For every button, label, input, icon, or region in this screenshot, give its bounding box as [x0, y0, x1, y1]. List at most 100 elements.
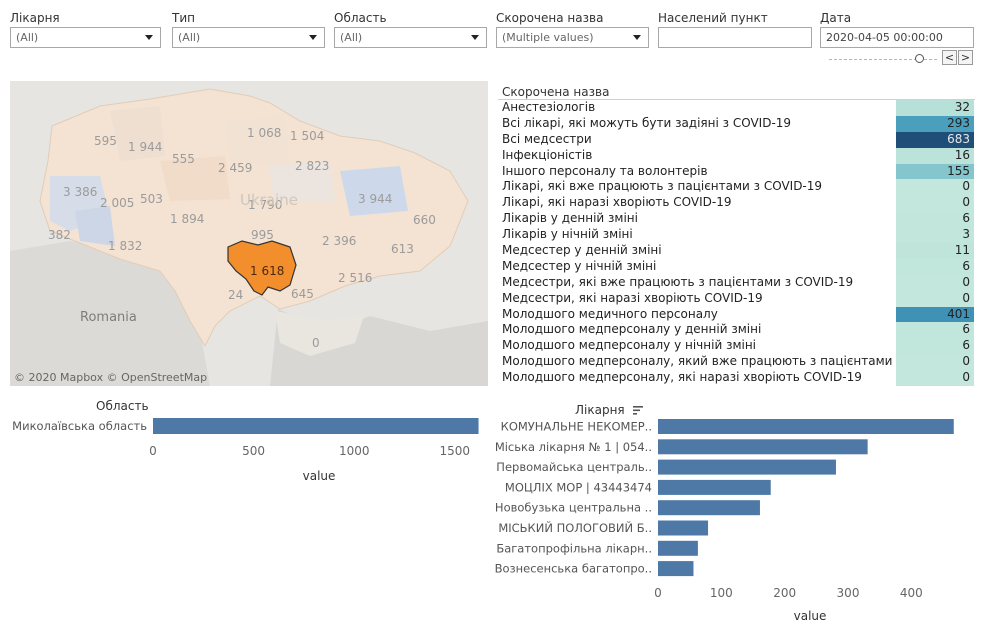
table-row[interactable]: Всі медсестри 683 — [498, 131, 975, 148]
map-label: 0 — [312, 336, 320, 350]
map-label: 1 894 — [170, 212, 204, 226]
filter-region-dropdown[interactable]: (All) — [334, 27, 487, 48]
bar[interactable] — [658, 520, 709, 536]
table-row[interactable]: Інфекціоністів 16 — [498, 147, 975, 164]
region-chart-title: Область — [96, 399, 149, 413]
filter-short-name-dropdown[interactable]: (Multiple values) — [496, 27, 649, 48]
filter-settlement-input[interactable] — [658, 27, 812, 48]
date-slider[interactable] — [829, 54, 937, 63]
bar[interactable] — [658, 459, 836, 475]
hospital-bar-chart[interactable]: КОМУНАЛЬНЕ НЕКОМЕР.. Міська лікарня № 1 |… — [490, 412, 983, 625]
category-label: Миколаївська область — [12, 419, 147, 433]
table-row[interactable]: Лікарів у нічній зміні 3 — [498, 227, 975, 244]
table-row[interactable]: Медсестер у нічній зміні 6 — [498, 258, 975, 275]
neighbor-land — [10, 241, 210, 386]
row-label: Анестезіологів — [502, 100, 596, 114]
row-label: Лікарів у денній зміні — [502, 211, 638, 226]
row-value-cell: 6 — [896, 322, 974, 339]
filter-hospital-dropdown[interactable]: (All) — [10, 27, 161, 48]
row-value-cell: 6 — [896, 258, 974, 275]
bar[interactable] — [658, 561, 694, 577]
row-label: Молодшого медичного персоналу — [502, 306, 718, 321]
map-label: 613 — [391, 242, 414, 256]
row-label: Молодшого медперсоналу, який вже працюют… — [502, 354, 894, 369]
table-row[interactable]: Молодшого медперсоналу, який вже працюют… — [498, 354, 975, 371]
table-row[interactable]: Лікарі, які наразі хворіють COVID-19 0 — [498, 195, 975, 212]
filter-settlement: Населений пункт — [658, 10, 812, 48]
date-prev-button[interactable]: < — [942, 50, 957, 65]
x-tick-label: 400 — [900, 586, 923, 600]
neighbor-country-label: Romania — [80, 310, 137, 325]
chevron-down-icon — [471, 35, 479, 40]
table-row[interactable]: Медсестер у денній зміні 11 — [498, 243, 975, 259]
filter-region: Область (All) — [334, 10, 487, 48]
row-label: Медсестер у нічній зміні — [502, 258, 657, 273]
table-row[interactable]: Медсестри, які наразі хворіють COVID-19 0 — [498, 290, 975, 307]
map-label: 2 823 — [295, 159, 329, 173]
category-label: МІСЬКИЙ ПОЛОГОВИЙ Б.. — [498, 520, 652, 535]
filter-date-input[interactable]: 2020-04-05 00:00:00 — [820, 27, 974, 48]
table-row[interactable]: Медсестри, які вже працюють з пацієнтами… — [498, 274, 975, 291]
row-value-cell: 16 — [896, 147, 974, 164]
map-label: 3 386 — [63, 185, 97, 199]
bar[interactable] — [658, 479, 771, 495]
map-label: 2 459 — [218, 161, 252, 175]
hospital-chart-title: Лікарня — [575, 403, 625, 417]
table-body: Анестезіологів 32 Всі лікарі, які можуть б… — [498, 100, 975, 387]
chevron-left-icon: < — [944, 51, 955, 64]
region-shape — [225, 116, 290, 166]
bar[interactable] — [153, 418, 479, 434]
bar[interactable] — [658, 500, 760, 516]
table-row[interactable]: Анестезіологів 32 — [498, 100, 975, 116]
country-label: Ukraine — [240, 191, 298, 209]
filter-type-dropdown[interactable]: (All) — [172, 27, 325, 48]
table-row[interactable]: Молодшого медперсоналу, які наразі хворі… — [498, 370, 975, 387]
map-label: 1 832 — [108, 239, 142, 253]
row-value-cell: 0 — [896, 290, 974, 307]
map-label: 1 504 — [290, 129, 324, 143]
map-label-highlight: 1 618 — [250, 264, 284, 278]
x-axis-title: value — [303, 469, 336, 483]
map-label: 382 — [48, 228, 71, 242]
category-label: МОЦЛІХ МОР | 43443474 — [505, 480, 652, 494]
table-row[interactable]: Молодшого медичного персоналу 401 — [498, 306, 975, 323]
table-row[interactable]: Молодшого медперсоналу у денній зміні 6 — [498, 322, 975, 339]
table-row[interactable]: Лікарів у денній зміні 6 — [498, 211, 975, 228]
row-value-cell: 0 — [896, 179, 974, 196]
staff-table: Скорочена назва Анестезіологів 32 Всі ліка… — [498, 85, 975, 387]
sort-icon[interactable] — [632, 405, 644, 415]
row-value-cell: 683 — [896, 131, 974, 148]
row-value-cell: 155 — [896, 163, 974, 180]
filter-region-label: Область — [334, 11, 387, 25]
ukraine-region-map[interactable]: 595 1 944 1 068 1 504 555 2 459 3 386 2 … — [10, 81, 488, 386]
row-value-cell: 0 — [896, 274, 974, 291]
table-row[interactable]: Іншого персоналу та волонтерів 155 — [498, 163, 975, 180]
chevron-down-icon — [145, 35, 153, 40]
category-label: Багатопрофільна лікарн.. — [496, 541, 652, 555]
row-value-cell: 3 — [896, 227, 974, 244]
map-label: 2 005 — [100, 196, 134, 210]
x-tick-label: 1000 — [339, 444, 370, 458]
filter-type-value: (All) — [178, 31, 201, 44]
table-row[interactable]: Всі лікарі, які можуть бути задіяні з CO… — [498, 115, 975, 132]
bar[interactable] — [658, 419, 954, 434]
mykolaiv-region-highlight[interactable] — [227, 240, 297, 296]
map-label: 2 516 — [338, 271, 372, 285]
date-slider-handle[interactable] — [915, 54, 924, 63]
map-label: 645 — [291, 287, 314, 301]
table-row[interactable]: Молодшого медперсоналу у нічній зміні 6 — [498, 338, 975, 355]
chevron-right-icon: > — [960, 51, 971, 64]
table-row[interactable]: Лікарі, які вже працюють з пацієнтами з … — [498, 179, 975, 196]
bar[interactable] — [658, 439, 868, 455]
date-next-button[interactable]: > — [958, 50, 973, 65]
bar[interactable] — [658, 540, 698, 556]
map-label: 660 — [413, 213, 436, 227]
row-label: Молодшого медперсоналу, які наразі хворі… — [502, 370, 862, 385]
filter-date-label: Дата — [820, 11, 852, 25]
row-value-cell: 293 — [896, 115, 974, 132]
category-label: Новобузька центральна .. — [495, 501, 652, 515]
map-label: 24 — [228, 288, 243, 302]
x-tick-label: 300 — [837, 586, 860, 600]
chevron-down-icon — [309, 35, 317, 40]
